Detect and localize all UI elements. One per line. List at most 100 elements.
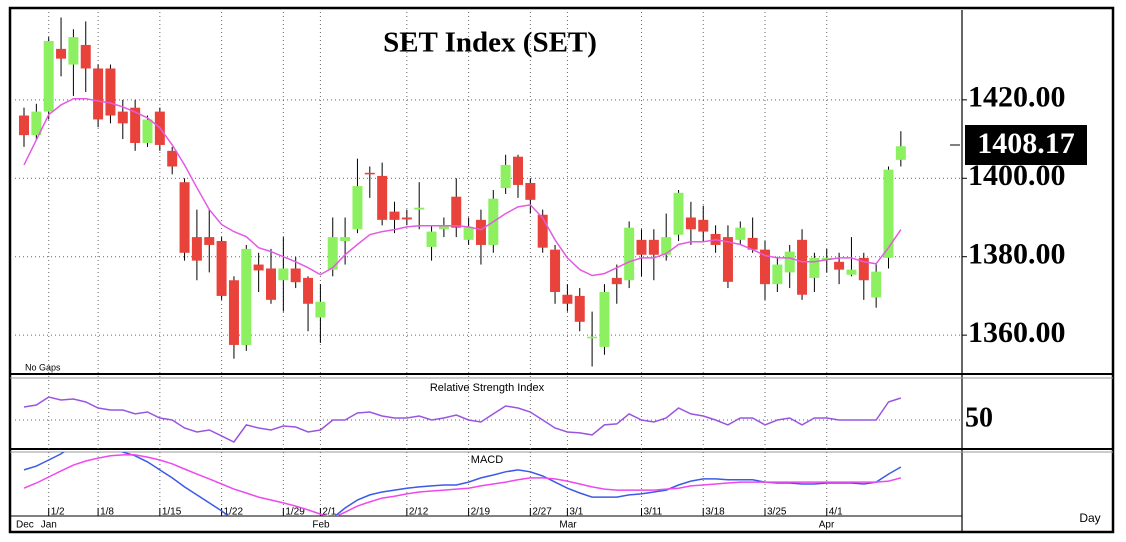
candle-body [834, 261, 845, 270]
candle-body [438, 225, 449, 230]
candle-body [463, 226, 474, 240]
x-tick-label: 1/2 [51, 507, 65, 518]
x-tick-label: 2/19 [471, 507, 491, 518]
indicator-line [23, 454, 902, 516]
moving-average-line [23, 97, 902, 277]
x-tick-label: 1/22 [224, 507, 244, 518]
x-month-label: Apr [819, 520, 835, 531]
candle-body [513, 156, 523, 185]
candle-body [241, 248, 252, 345]
candle-body [327, 237, 338, 270]
y-tick-label: 1380.00 [968, 238, 1066, 271]
x-month-label: Dec [16, 520, 34, 531]
last-price: 1408.17 [977, 127, 1075, 160]
candle-body [80, 44, 91, 69]
indicator-line [23, 452, 902, 516]
candle-body [895, 146, 906, 160]
candle-body [599, 292, 610, 347]
candle-body [130, 107, 141, 143]
candle-body [871, 271, 882, 298]
candle-body [340, 237, 351, 242]
x-tick-label: 1/29 [285, 507, 305, 518]
candle-body [253, 264, 264, 271]
candle-body [760, 249, 770, 285]
x-tick-label: 2/12 [409, 507, 429, 518]
candle-body [550, 249, 561, 292]
candle-body [611, 277, 622, 285]
candle-body [685, 217, 696, 230]
candle-body [451, 196, 462, 228]
candle-body [93, 68, 104, 120]
candle-body [562, 294, 573, 304]
x-month-label: Jan [41, 520, 57, 531]
candle-body [43, 41, 54, 112]
candle-body [68, 37, 79, 65]
candle-body [747, 237, 758, 250]
y-tick-label: 1420.00 [968, 81, 1066, 114]
candle-body [31, 111, 42, 136]
candle-body [389, 211, 400, 220]
candle-body [290, 268, 301, 283]
x-tick-label: 2/1 [322, 507, 336, 518]
indicator-line [23, 396, 902, 443]
candle-body [587, 336, 598, 339]
candle-body [117, 111, 128, 124]
y-tick-label: 1360.00 [968, 316, 1066, 349]
panel-title: Relative Strength Index [430, 382, 545, 394]
candle-body [784, 251, 795, 273]
candle-body [698, 219, 709, 232]
candle-body [191, 237, 202, 261]
candle-body [414, 207, 425, 210]
candle-body [500, 164, 511, 189]
candle-body [858, 257, 869, 281]
x-month-label: Mar [559, 520, 577, 531]
candle-body [624, 227, 635, 281]
candle-body [636, 239, 647, 255]
candle-body [105, 68, 116, 116]
candle-body [352, 186, 363, 230]
candle-body [204, 237, 215, 245]
lines [23, 452, 902, 516]
x-tick-label: 2/27 [532, 507, 552, 518]
candle-body [537, 214, 548, 248]
candle-body [216, 241, 227, 296]
candle-body [809, 257, 820, 278]
chart-title: SET Index (SET) [383, 27, 597, 59]
x-tick-label: 1/8 [100, 507, 114, 518]
candle-body [661, 237, 672, 255]
candle-body [228, 280, 239, 345]
candle-body [846, 269, 857, 275]
candle-body [883, 169, 894, 258]
panel-title: MACD [471, 454, 503, 466]
x-axis-label: Day [1079, 511, 1100, 525]
x-tick-label: 3/18 [705, 507, 725, 518]
plot-layer: 1/2 1/8 1/15 1/22 1/29 2/1 2/12 2/19 2/27 3/1 3/11… [15, 12, 1066, 531]
x-month-label: Feb [312, 520, 330, 531]
candle-body [364, 172, 375, 175]
lines [23, 396, 902, 443]
candle-body [673, 192, 684, 235]
candle-body [278, 268, 289, 281]
candle-body [19, 115, 29, 136]
candle-body [525, 182, 536, 200]
candle-body [722, 237, 733, 282]
annotation: No Gaps [25, 362, 61, 372]
candle-body [315, 301, 326, 318]
candle-body [56, 48, 67, 59]
candle-body [179, 182, 190, 253]
candle-body [735, 227, 746, 240]
y-tick-label: 50 [965, 402, 993, 433]
x-tick-label: 4/1 [829, 507, 843, 518]
candle-body [266, 268, 276, 300]
x-tick-label: 3/1 [569, 507, 583, 518]
candles [19, 17, 906, 367]
last-price-box [965, 125, 1087, 165]
candle-body [426, 231, 437, 247]
candle-body [821, 257, 832, 260]
candle-body [574, 295, 585, 322]
candle-body [142, 119, 153, 143]
candle-body [772, 264, 783, 285]
candle-body [401, 217, 412, 220]
outer-frame [8, 6, 1115, 534]
